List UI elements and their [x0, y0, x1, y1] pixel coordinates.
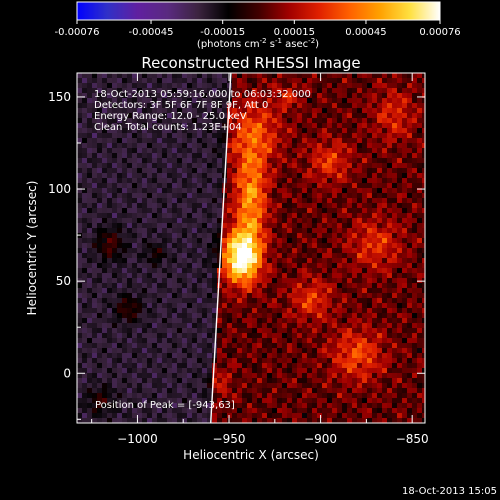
plot-frame — [76, 72, 426, 424]
x-tick-label: −1000 — [117, 432, 158, 446]
info-line: Clean Total counts: 1.23E+04 — [94, 122, 242, 133]
colorbar-unit-label: (photons cm-2 s-1 asec-2) — [197, 37, 319, 50]
y-tick-label: 150 — [48, 90, 71, 104]
heatmap-image — [77, 73, 425, 423]
peak-position-label: Position of Peak = [-943,63] — [95, 400, 235, 411]
colorbar — [76, 1, 441, 21]
y-axis-label: Heliocentric Y (arcsec) — [25, 181, 39, 316]
x-tick-label: −900 — [304, 432, 337, 446]
solar-limb-line — [210, 72, 232, 424]
timestamp: 18-Oct-2013 15:05 — [402, 486, 497, 497]
observation-info: 18-Oct-2013 05:59:16.000 to 06:03:32.000… — [94, 89, 311, 133]
info-line: Energy Range: 12.0 - 25.0 keV — [94, 111, 247, 122]
x-tick-label: −950 — [213, 432, 246, 446]
colorbar-ticks: -0.00076 -0.00045 -0.00015 0.00015 0.00045 0.… — [55, 20, 461, 38]
info-line: Detectors: 3F 5F 6F 7F 8F 9F, Att 0 — [94, 100, 268, 111]
colorbar-tick-label: 0.00015 — [274, 27, 315, 38]
colorbar-tick-label: -0.00045 — [129, 27, 174, 38]
colorbar-tick-label: 0.00076 — [419, 27, 460, 38]
info-line: 18-Oct-2013 05:59:16.000 to 06:03:32.000 — [94, 89, 311, 100]
colorbar-tick-label: 0.00045 — [345, 27, 386, 38]
colorbar-tick-label: -0.00015 — [200, 27, 245, 38]
x-axis-label: Heliocentric X (arcsec) — [183, 448, 319, 462]
chart-title: Reconstructed RHESSI Image — [141, 54, 360, 72]
axes: −1000 −950 −900 −850 0 50 100 150 — [48, 73, 429, 446]
x-tick-label: −850 — [396, 432, 429, 446]
colorbar-tick-label: -0.00076 — [55, 27, 100, 38]
y-tick-label: 100 — [48, 182, 71, 196]
y-tick-label: 0 — [63, 366, 71, 380]
y-tick-label: 50 — [56, 274, 71, 288]
